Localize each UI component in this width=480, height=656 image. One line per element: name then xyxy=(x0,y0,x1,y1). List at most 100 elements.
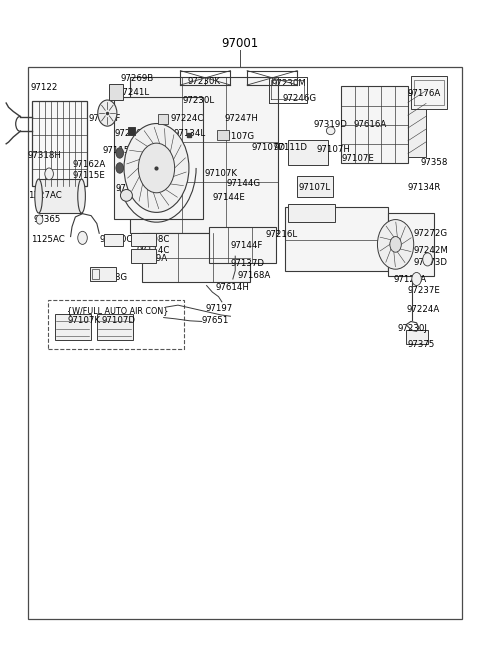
Bar xyxy=(406,330,428,344)
Text: 97236K: 97236K xyxy=(115,129,148,138)
Text: 97107G: 97107G xyxy=(221,132,255,141)
Bar xyxy=(288,204,336,222)
Text: 97144F: 97144F xyxy=(230,241,263,249)
Bar xyxy=(104,234,123,246)
Text: 97375: 97375 xyxy=(408,340,435,349)
Text: 97115E: 97115E xyxy=(72,171,105,180)
Text: 97614H: 97614H xyxy=(215,283,249,292)
Text: 97237E: 97237E xyxy=(407,285,440,295)
Text: 97137D: 97137D xyxy=(230,260,264,268)
Text: 97114C: 97114C xyxy=(136,247,170,255)
Bar xyxy=(28,67,462,619)
Circle shape xyxy=(390,237,401,252)
Text: 97273D: 97273D xyxy=(413,258,447,266)
Text: 97122: 97122 xyxy=(30,83,58,92)
Ellipse shape xyxy=(35,179,42,213)
Text: 97107K: 97107K xyxy=(67,316,100,325)
Bar xyxy=(285,207,388,270)
Bar xyxy=(128,127,135,134)
Bar xyxy=(97,314,132,340)
Bar xyxy=(408,93,426,157)
Text: 97246G: 97246G xyxy=(283,94,317,102)
Text: 97230J: 97230J xyxy=(116,184,146,193)
Text: 97271F: 97271F xyxy=(89,114,121,123)
Circle shape xyxy=(78,232,87,245)
Text: 97129A: 97129A xyxy=(394,275,427,284)
Circle shape xyxy=(116,163,123,173)
Bar xyxy=(388,213,434,276)
Text: 97107L: 97107L xyxy=(298,183,330,192)
Text: 97115B: 97115B xyxy=(103,146,136,155)
Bar xyxy=(411,76,446,108)
Bar xyxy=(38,179,82,213)
Text: 97319D: 97319D xyxy=(313,119,348,129)
Bar xyxy=(92,268,99,279)
Text: 97134L: 97134L xyxy=(173,129,205,138)
Text: 97224C: 97224C xyxy=(171,113,204,123)
Circle shape xyxy=(377,220,414,269)
Bar xyxy=(33,101,87,186)
Text: 97169A: 97169A xyxy=(134,254,168,262)
Bar xyxy=(109,85,122,100)
Text: 97230L: 97230L xyxy=(183,96,215,104)
Bar xyxy=(142,234,250,282)
Bar xyxy=(131,249,156,263)
Text: 1125AC: 1125AC xyxy=(32,236,65,244)
Text: 97218G: 97218G xyxy=(94,272,128,281)
Bar xyxy=(90,266,116,281)
Text: 97230M: 97230M xyxy=(271,79,306,87)
Text: 97247H: 97247H xyxy=(224,114,258,123)
Ellipse shape xyxy=(120,190,132,201)
Text: 97230K: 97230K xyxy=(188,77,220,86)
Bar xyxy=(288,140,328,165)
Circle shape xyxy=(412,272,421,285)
Text: 1327AC: 1327AC xyxy=(28,191,61,200)
Text: 97001: 97001 xyxy=(221,37,259,51)
Text: 97144G: 97144G xyxy=(227,179,261,188)
Text: 97134R: 97134R xyxy=(408,183,441,192)
Text: {W/FULL AUTO AIR CON}: {W/FULL AUTO AIR CON} xyxy=(67,306,168,315)
Text: 97216L: 97216L xyxy=(266,230,298,239)
Text: 91630C: 91630C xyxy=(99,235,132,243)
Circle shape xyxy=(116,148,123,158)
Text: 97224A: 97224A xyxy=(407,305,440,314)
Text: 97111D: 97111D xyxy=(274,142,307,152)
Text: 97318H: 97318H xyxy=(28,151,61,160)
Text: 97107D: 97107D xyxy=(252,142,286,152)
Text: 97242M: 97242M xyxy=(413,247,448,255)
Circle shape xyxy=(45,168,53,180)
Ellipse shape xyxy=(78,179,85,213)
Text: 97108C: 97108C xyxy=(136,235,170,243)
Text: 97616A: 97616A xyxy=(354,119,387,129)
Text: 97168A: 97168A xyxy=(238,270,271,279)
Circle shape xyxy=(124,123,189,213)
Circle shape xyxy=(138,143,175,193)
Bar xyxy=(115,97,203,219)
Circle shape xyxy=(423,253,432,266)
Bar xyxy=(341,87,408,163)
Text: 97162A: 97162A xyxy=(72,159,105,169)
Text: 97230J: 97230J xyxy=(398,324,428,333)
Text: 97358: 97358 xyxy=(420,157,448,167)
Text: 97144E: 97144E xyxy=(212,193,245,202)
Bar xyxy=(209,227,276,262)
Circle shape xyxy=(98,100,117,126)
Bar xyxy=(297,176,333,197)
Bar xyxy=(48,300,184,349)
Text: 97107H: 97107H xyxy=(316,144,350,154)
Text: 97107E: 97107E xyxy=(341,154,374,163)
Text: 97272G: 97272G xyxy=(414,230,448,238)
Bar xyxy=(130,77,278,234)
Text: 97269B: 97269B xyxy=(120,74,154,83)
Bar xyxy=(158,113,168,124)
Text: 97241L: 97241L xyxy=(118,89,150,97)
Bar xyxy=(55,314,91,340)
Text: 97651: 97651 xyxy=(202,316,229,325)
Text: 97107K: 97107K xyxy=(204,169,237,178)
Text: 97365: 97365 xyxy=(34,215,61,224)
Text: 97176A: 97176A xyxy=(408,89,441,98)
Circle shape xyxy=(36,215,43,224)
Text: 97197: 97197 xyxy=(205,304,233,313)
Bar xyxy=(131,234,156,247)
Text: 97107D: 97107D xyxy=(102,316,136,325)
